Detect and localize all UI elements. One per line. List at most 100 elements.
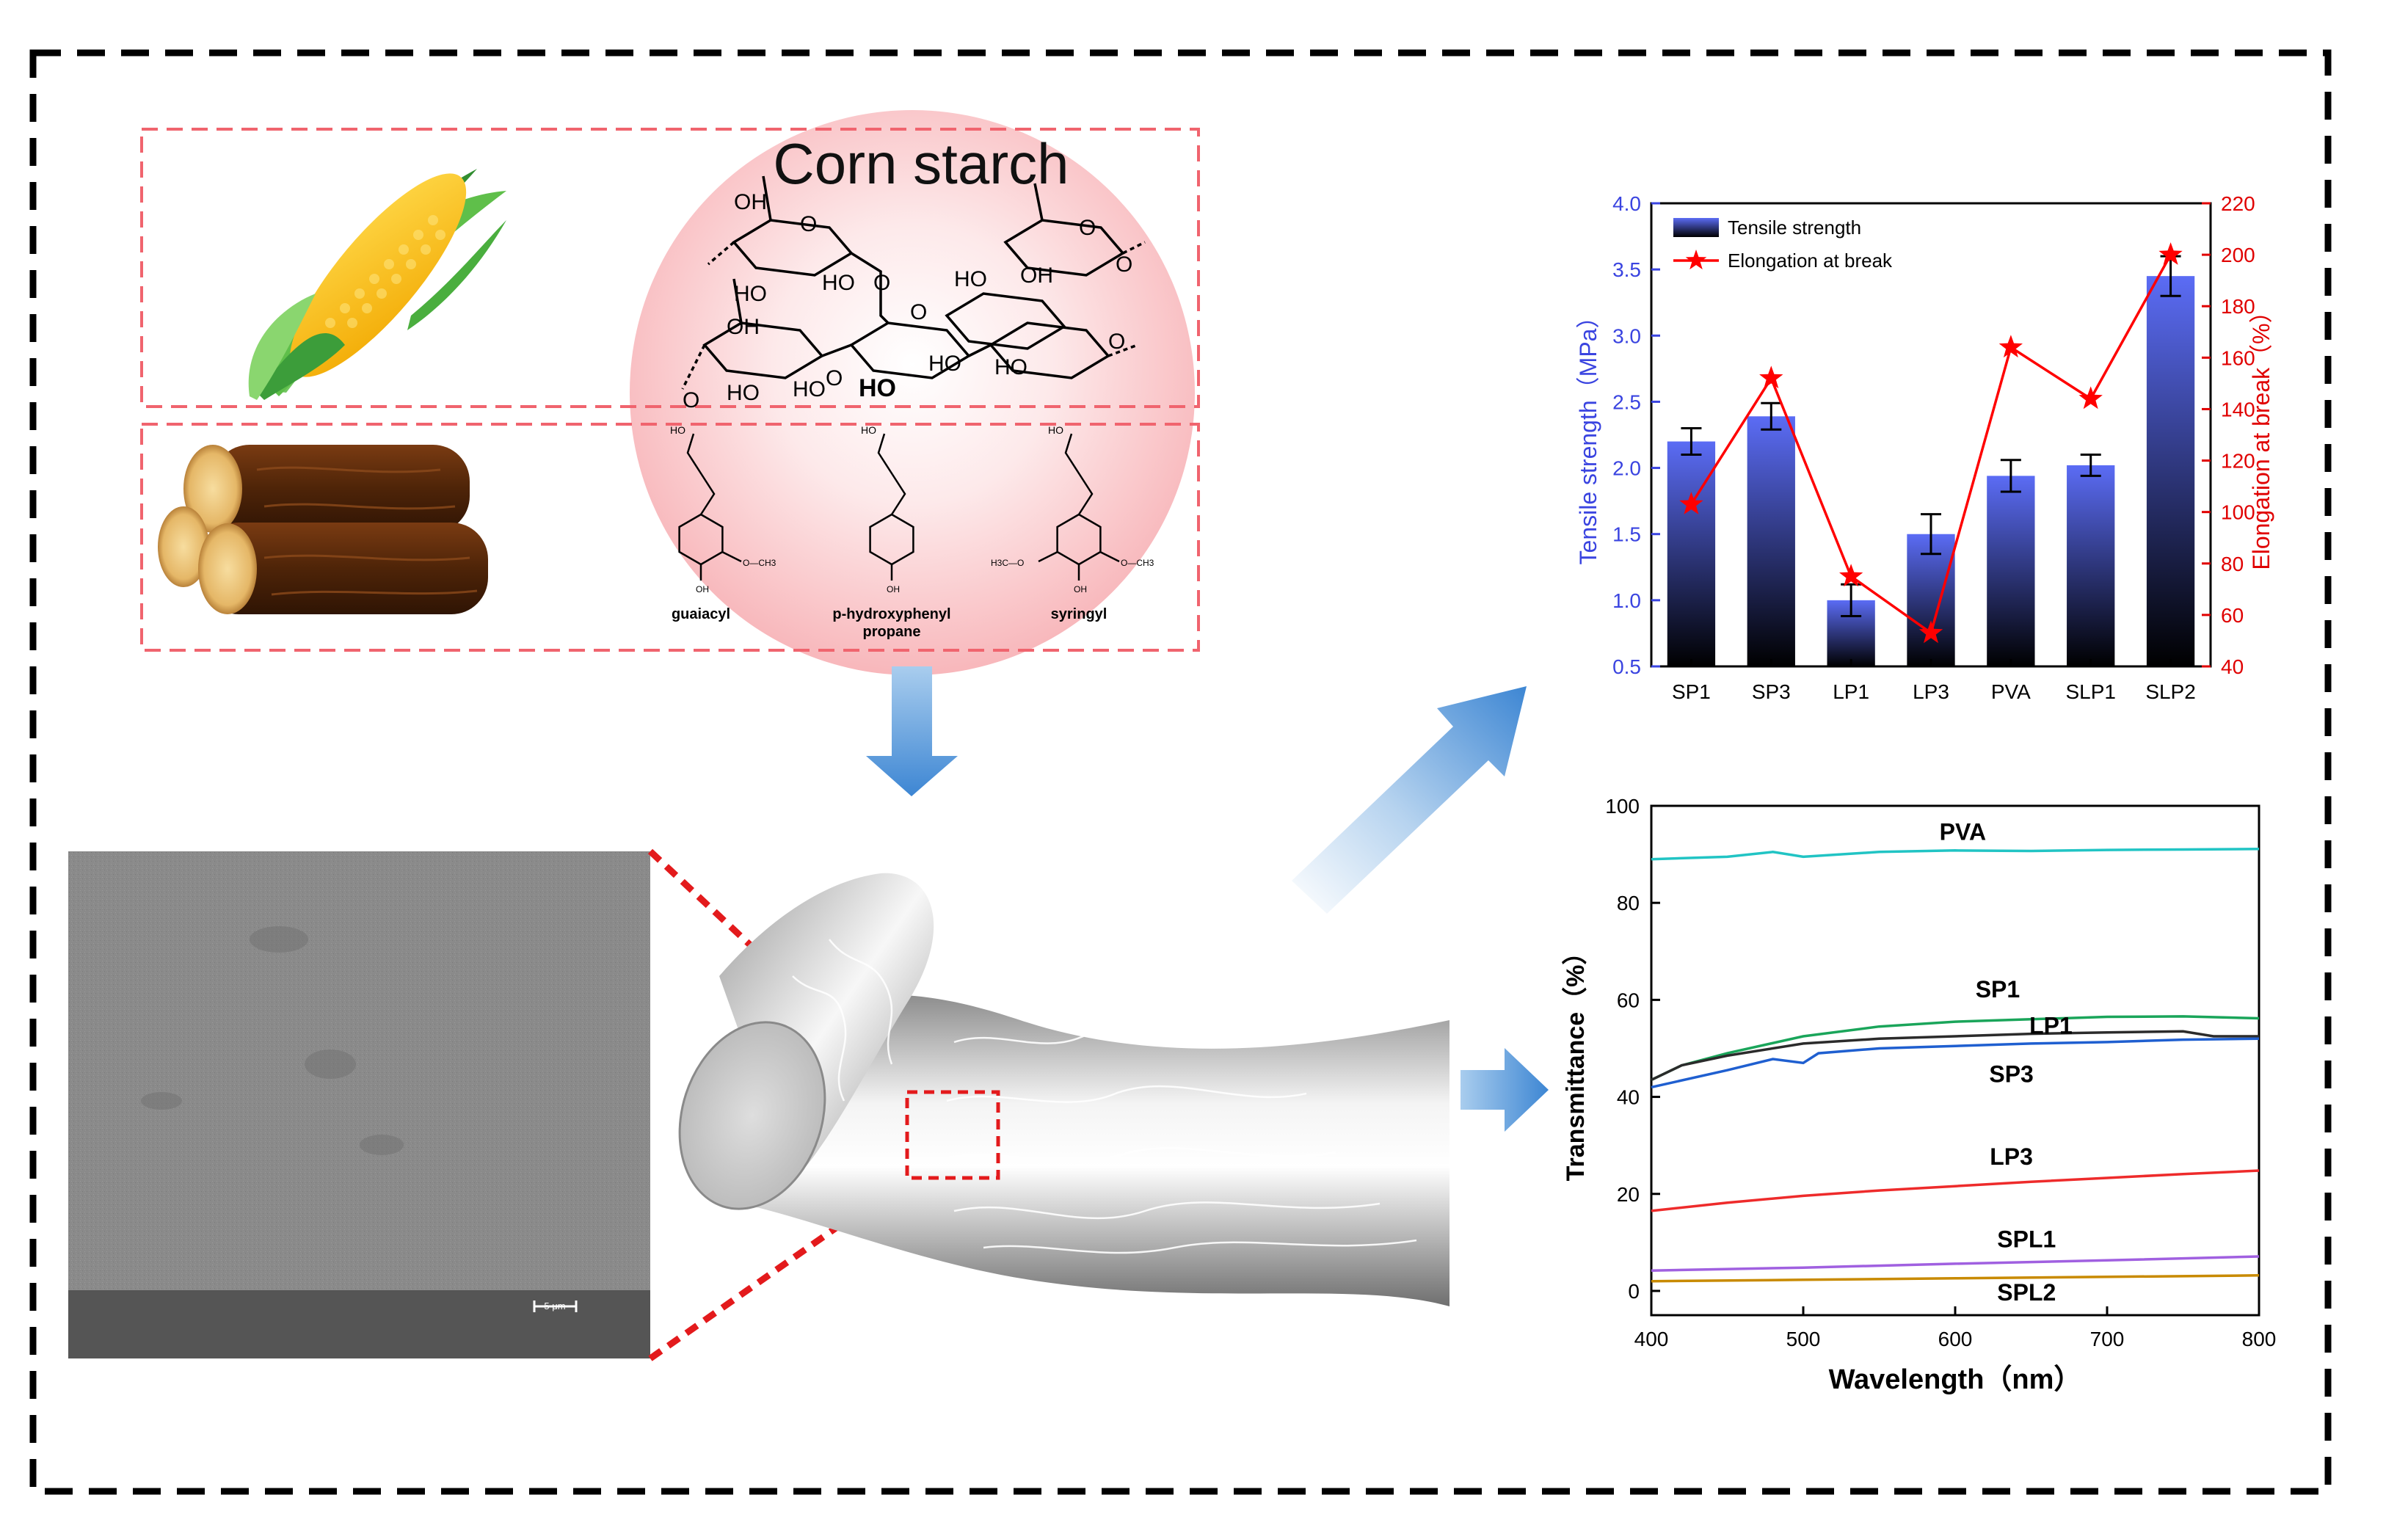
scale-bar-label: 5 μm <box>544 1300 565 1312</box>
right-tick-label: 160 <box>2221 346 2255 369</box>
down-arrow-icon <box>866 666 958 796</box>
series-line-sp1 <box>1651 1015 2260 1081</box>
ring-oh-label: OH <box>887 584 900 594</box>
legend-elongation-label: Elongation at break <box>1728 250 1893 272</box>
outer-dashed-border <box>29 49 2332 1495</box>
right-tick-label: 100 <box>2221 501 2255 524</box>
starch-structure <box>681 175 1146 390</box>
x-tick-label: SP3 <box>1752 680 1791 703</box>
left-tick-label: 1.5 <box>1612 523 1641 546</box>
series-label-sp3: SP3 <box>1989 1061 2033 1088</box>
methoxy-label: O—CH3 <box>743 558 776 568</box>
series-label-lp3: LP3 <box>1990 1143 2033 1170</box>
right-tick-label: 180 <box>2221 295 2255 318</box>
lignin-unit: HO OH p-hydroxyphenyl propane <box>832 424 950 640</box>
methoxy-bond <box>721 550 742 563</box>
tensile-bar <box>2146 276 2195 667</box>
y-tick-label: 40 <box>1617 1086 1640 1109</box>
right-tick-label: 200 <box>2221 244 2255 266</box>
tensile-bar <box>1987 476 2035 666</box>
svg-text:OH: OH <box>1020 263 1053 288</box>
x-tick-label: 600 <box>1938 1328 1973 1350</box>
series-line-spl2 <box>1651 1274 2260 1283</box>
methoxy-bond <box>1099 550 1120 563</box>
series-line-pva <box>1651 848 2260 861</box>
svg-text:HO: HO <box>994 355 1027 379</box>
left-tick-label: 2.0 <box>1612 457 1641 480</box>
right-tick-label: 80 <box>2221 553 2244 575</box>
zoom-line-bottom <box>648 1175 909 1361</box>
left-tick-label: 3.0 <box>1612 324 1641 347</box>
series-label-lp1: LP1 <box>2029 1013 2073 1039</box>
y-tick-label: 0 <box>1628 1280 1640 1303</box>
ring-oh-label: OH <box>696 584 709 594</box>
series-label-sp1: SP1 <box>1976 976 2020 1003</box>
svg-text:HO: HO <box>928 352 961 376</box>
film-tube-illustration <box>678 873 1449 1306</box>
svg-text:OH: OH <box>727 315 760 339</box>
elongation-point <box>1679 492 1703 514</box>
svg-text:O: O <box>873 271 890 295</box>
svg-text:HO: HO <box>954 267 987 291</box>
tensile-bar <box>1907 534 1955 666</box>
legend-tensile-label: Tensile strength <box>1728 217 1861 239</box>
y-tick-label: 20 <box>1617 1183 1640 1206</box>
lignin-unit-label: guaiacyl <box>672 606 730 622</box>
right-tick-label: 220 <box>2221 192 2255 215</box>
elongation-point <box>1839 564 1863 587</box>
x-tick-label: 500 <box>1786 1328 1821 1350</box>
y-axis-title: Transmittance（%） <box>1561 940 1590 1182</box>
svg-text:O: O <box>800 212 817 236</box>
elongation-point <box>2078 386 2103 410</box>
propenyl-chain <box>877 433 906 515</box>
left-tick-label: 0.5 <box>1612 655 1641 678</box>
svg-text:OH: OH <box>734 190 767 214</box>
chain-oh-label: HO <box>1048 424 1063 436</box>
x-tick-label: SP1 <box>1672 680 1711 703</box>
x-tick-label: 700 <box>2090 1328 2125 1350</box>
mechanical-chart: 0.5 1.0 1.5 2.0 2.5 3.0 3.5 4.0 40 60 80 100 120 140 1… <box>1575 192 2274 703</box>
starch-glow-circle <box>630 110 1195 675</box>
lignin-unit-label-line2: propane <box>863 624 921 640</box>
left-tick-label: 3.5 <box>1612 258 1641 281</box>
methoxy-bond-left <box>1038 550 1058 563</box>
chain-oh-label: HO <box>670 424 685 436</box>
x-tick-label: LP1 <box>1833 680 1869 703</box>
series-label-spl2: SPL2 <box>1997 1279 2056 1306</box>
chart-frame <box>1650 804 2260 1317</box>
left-tick-label: 1.0 <box>1612 589 1641 612</box>
svg-text:HO: HO <box>793 377 826 401</box>
chain-oh-label: HO <box>861 424 876 436</box>
ring-oh-label: OH <box>1074 584 1087 594</box>
series-label-spl1: SPL1 <box>1997 1226 2056 1252</box>
left-tick-label: 4.0 <box>1612 192 1641 215</box>
x-tick-label: 800 <box>2242 1328 2277 1350</box>
right-tick-label: 40 <box>2221 655 2244 678</box>
x-tick-label: SLP1 <box>2065 680 2116 703</box>
lignin-unit: HO OH O—CH3 guaiacyl <box>670 424 776 622</box>
zoom-region-box <box>905 1090 1000 1180</box>
x-axis-title: Wavelength（nm） <box>1829 1364 2082 1395</box>
starch-title: Corn starch <box>773 131 1069 196</box>
legend-bar-swatch <box>1673 218 1719 237</box>
lignin-unit: HO OH O—CH3 H3C—O syringyl <box>991 424 1154 622</box>
right-tick-label: 120 <box>2221 450 2255 473</box>
svg-text:O: O <box>910 300 927 324</box>
lignin-unit-label: p-hydroxyphenyl <box>832 606 950 622</box>
corn-icon <box>248 169 506 400</box>
svg-text:HO: HO <box>727 381 760 405</box>
right-tick-label: 140 <box>2221 398 2255 421</box>
svg-text:O: O <box>1108 330 1125 354</box>
x-tick-label: 400 <box>1634 1328 1669 1350</box>
elongation-point <box>1998 335 2023 358</box>
tensile-bar <box>1667 441 1716 666</box>
svg-text:O: O <box>683 388 699 412</box>
series-line-lp3 <box>1651 1169 2260 1212</box>
tensile-bar <box>1747 416 1795 666</box>
left-tick-label: 2.5 <box>1612 390 1641 413</box>
elongation-point <box>1759 365 1783 389</box>
svg-text:HO: HO <box>734 282 767 306</box>
y-tick-label: 60 <box>1617 989 1640 1011</box>
y-tick-label: 100 <box>1605 795 1640 818</box>
